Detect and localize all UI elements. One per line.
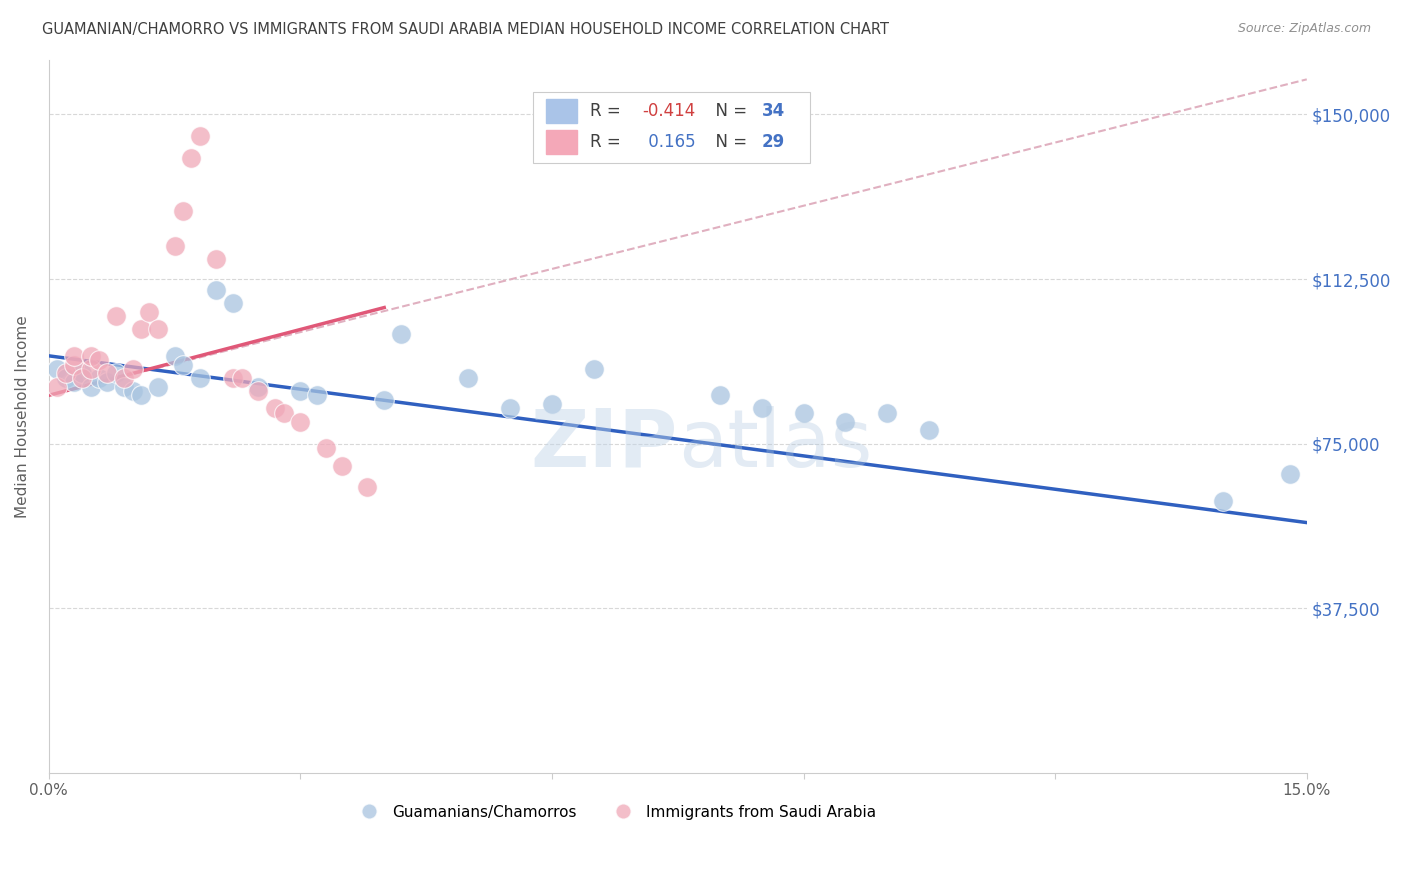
Point (1212, 493, 1234, 508)
Point (63, 358, 86, 372)
Point (499, 401, 522, 416)
Point (188, 371, 211, 385)
Point (876, 406, 898, 420)
Point (315, 441, 337, 455)
Text: atlas: atlas (678, 406, 872, 483)
Point (290, 384, 312, 398)
Point (1278, 467, 1301, 482)
Point (247, 379, 270, 393)
Point (79, 349, 101, 363)
Point (389, 326, 412, 341)
Point (180, 152, 202, 166)
Point (356, 481, 378, 495)
Text: N =: N = (706, 102, 752, 120)
Text: R =: R = (589, 102, 626, 120)
Point (247, 384, 270, 398)
Point (172, 204, 194, 219)
Point (205, 283, 228, 297)
Point (793, 406, 815, 420)
Point (373, 392, 395, 407)
Point (121, 384, 143, 398)
Point (222, 296, 245, 310)
Text: Source: ZipAtlas.com: Source: ZipAtlas.com (1237, 22, 1371, 36)
Point (163, 239, 186, 253)
Point (205, 252, 228, 267)
Point (541, 397, 564, 411)
Point (264, 401, 287, 416)
Point (79, 379, 101, 393)
Point (72, 367, 94, 381)
Text: 29: 29 (762, 133, 786, 152)
Point (172, 358, 194, 372)
Point (96, 375, 118, 389)
Point (138, 305, 160, 319)
Point (129, 388, 152, 402)
Text: ZIP: ZIP (530, 406, 678, 483)
Point (72, 371, 94, 385)
Point (55, 367, 77, 381)
Point (709, 388, 731, 402)
Point (46, 362, 69, 376)
Point (163, 349, 186, 363)
Point (146, 322, 169, 336)
Point (582, 362, 605, 376)
Point (96, 367, 118, 381)
Point (104, 310, 127, 324)
Point (457, 371, 479, 385)
FancyBboxPatch shape (533, 92, 810, 163)
Point (231, 371, 253, 385)
Point (104, 367, 127, 381)
Point (129, 322, 152, 336)
Point (307, 388, 329, 402)
Point (46, 379, 69, 393)
Point (112, 371, 135, 385)
Point (273, 406, 295, 420)
Point (290, 415, 312, 429)
Text: -0.414: -0.414 (643, 102, 696, 120)
Point (188, 129, 211, 144)
Y-axis label: Median Household Income: Median Household Income (15, 315, 30, 517)
Point (222, 371, 245, 385)
Text: N =: N = (706, 133, 752, 152)
Point (87, 353, 110, 368)
Point (834, 415, 856, 429)
Legend: Guamanians/Chamorros, Immigrants from Saudi Arabia: Guamanians/Chamorros, Immigrants from Sa… (347, 798, 882, 826)
Text: 34: 34 (762, 102, 786, 120)
Point (55, 371, 77, 385)
Text: 0.165: 0.165 (643, 133, 695, 152)
Point (63, 349, 86, 363)
Point (79, 362, 101, 376)
Point (330, 458, 353, 473)
Point (112, 379, 135, 393)
Text: R =: R = (589, 133, 626, 152)
Point (751, 401, 773, 416)
Point (918, 424, 941, 438)
Point (87, 371, 110, 385)
Point (121, 362, 143, 376)
Point (146, 379, 169, 393)
Text: GUAMANIAN/CHAMORRO VS IMMIGRANTS FROM SAUDI ARABIA MEDIAN HOUSEHOLD INCOME CORRE: GUAMANIAN/CHAMORRO VS IMMIGRANTS FROM SA… (42, 22, 889, 37)
FancyBboxPatch shape (546, 99, 576, 123)
FancyBboxPatch shape (546, 130, 576, 154)
Point (63, 375, 86, 389)
